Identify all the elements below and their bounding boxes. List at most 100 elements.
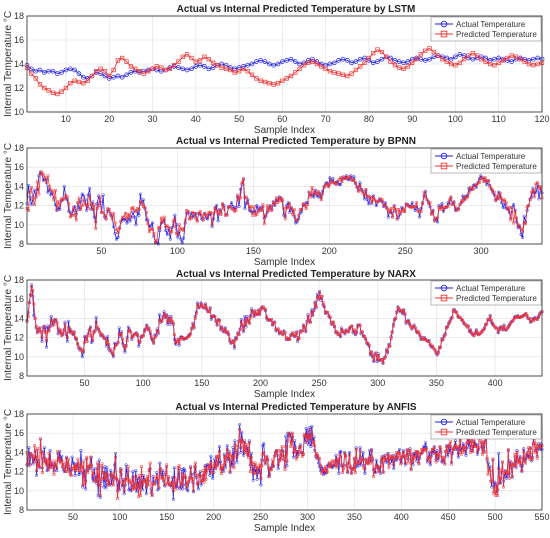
data-point: [82, 198, 86, 202]
data-point: [41, 179, 45, 183]
data-point: [535, 456, 539, 460]
y-axis-label: Internal Temperature °C: [3, 275, 14, 381]
data-point: [346, 470, 349, 473]
data-point: [475, 452, 480, 456]
data-point: [59, 70, 64, 75]
data-point: [441, 338, 445, 341]
data-point: [234, 449, 238, 452]
data-point: [193, 64, 199, 69]
data-point: [55, 466, 59, 470]
data-point: [500, 469, 503, 472]
series-layer: [25, 283, 544, 366]
panel-title: Actual vs Internal Predicted Temperature…: [177, 4, 416, 15]
data-point: [182, 236, 186, 240]
panel-lstm: Actual vs Internal Predicted Temperature…: [3, 4, 550, 136]
data-point: [309, 195, 312, 199]
data-point: [383, 355, 387, 359]
data-point: [211, 471, 215, 474]
data-point: [101, 193, 105, 197]
data-point: [531, 63, 536, 68]
data-point: [231, 446, 235, 450]
data-point: [132, 215, 137, 219]
data-point: [204, 303, 207, 307]
data-point: [60, 454, 64, 458]
data-point: [122, 489, 126, 493]
data-point: [358, 323, 362, 327]
data-point: [84, 479, 88, 483]
y-tick-label: 18: [14, 11, 24, 21]
data-point: [315, 192, 318, 196]
legend-box: [430, 280, 542, 306]
data-point: [313, 190, 317, 194]
data-point: [327, 61, 333, 67]
data-point: [502, 324, 506, 328]
legend-label: Actual Temperature: [456, 418, 526, 427]
data-point: [467, 191, 471, 195]
data-point: [371, 456, 374, 460]
data-point: [138, 192, 142, 196]
data-point: [284, 434, 288, 438]
data-point: [56, 200, 60, 204]
y-tick-label: 14: [14, 181, 24, 191]
data-point: [391, 215, 395, 219]
data-point: [386, 452, 390, 456]
data-point: [474, 53, 480, 58]
data-point: [372, 475, 375, 478]
data-point: [37, 192, 41, 196]
data-point: [94, 227, 98, 230]
data-point: [46, 88, 51, 93]
data-point: [262, 79, 268, 85]
data-point: [102, 73, 108, 79]
data-point: [455, 311, 459, 314]
data-point: [85, 340, 89, 343]
data-point: [464, 197, 468, 201]
data-point: [331, 60, 337, 66]
data-point: [354, 446, 358, 450]
data-point: [229, 452, 233, 456]
data-point: [97, 458, 101, 462]
data-point: [180, 54, 185, 59]
data-point: [184, 67, 190, 73]
data-point: [240, 430, 244, 434]
data-point: [42, 446, 46, 450]
legend-label: Predicted Temperature: [456, 294, 537, 303]
data-point: [119, 219, 123, 223]
data-point: [348, 453, 351, 457]
data-point: [98, 66, 103, 71]
data-point: [145, 475, 149, 478]
data-point: [444, 59, 449, 64]
data-point: [204, 212, 208, 216]
data-point: [448, 198, 451, 202]
data-point: [131, 206, 135, 209]
data-point: [476, 450, 479, 453]
data-point: [381, 361, 385, 364]
data-point: [316, 453, 320, 457]
data-point: [507, 476, 511, 480]
legend-label: Actual Temperature: [456, 152, 526, 161]
data-point: [306, 203, 309, 206]
panel-title: Actual vs Internal Predicted Temperature…: [176, 269, 416, 280]
data-point: [136, 476, 140, 480]
data-point: [351, 468, 355, 472]
data-point: [350, 324, 354, 328]
data-point: [259, 483, 263, 487]
data-point: [104, 486, 108, 490]
data-point: [80, 355, 84, 359]
data-point: [344, 58, 350, 63]
data-point: [201, 469, 205, 472]
data-point: [529, 446, 532, 449]
data-point: [324, 184, 327, 187]
data-point: [252, 209, 256, 213]
data-point: [402, 451, 405, 454]
data-point: [80, 465, 84, 469]
data-point: [137, 344, 141, 348]
data-point: [453, 63, 458, 68]
data-point: [519, 227, 523, 230]
data-point: [303, 204, 307, 207]
data-point: [514, 466, 518, 470]
data-point: [338, 182, 343, 187]
data-point: [497, 467, 501, 471]
data-point: [313, 301, 317, 305]
data-point: [413, 326, 417, 330]
data-point: [525, 454, 528, 458]
